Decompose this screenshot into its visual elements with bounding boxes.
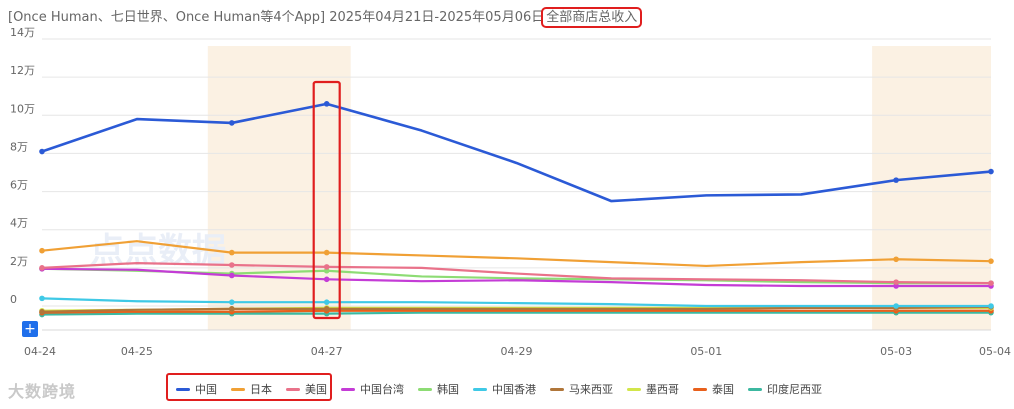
legend-swatch: [341, 387, 355, 391]
legend: 中国 日本 美国 中国台湾 韩国 中国香港 马来西亚 墨西哥 泰国 印度尼西亚: [176, 381, 822, 397]
legend-swatch: [550, 387, 564, 391]
legend-item[interactable]: 美国: [286, 381, 327, 397]
legend-label: 中国香港: [492, 383, 536, 396]
data-point: [988, 303, 994, 309]
x-tick-label: 05-04: [979, 345, 1011, 358]
legend-item[interactable]: 印度尼西亚: [748, 381, 822, 397]
series-line-中国台湾: [41, 267, 991, 288]
legend-label: 印度尼西亚: [767, 383, 822, 396]
highlight-box: [312, 80, 341, 320]
series-line-马来西亚: [41, 305, 992, 313]
data-point: [893, 177, 899, 183]
data-point: [229, 299, 235, 305]
y-tick-label: 10万: [10, 102, 35, 115]
legend-swatch: [627, 387, 641, 391]
legend-item[interactable]: 中国: [176, 381, 217, 397]
legend-swatch: [231, 387, 245, 391]
legend-label: 中国: [195, 383, 217, 396]
data-point: [323, 306, 330, 312]
data-point: [229, 249, 235, 256]
data-point: [893, 303, 899, 309]
data-point: [229, 120, 235, 126]
data-point: [988, 168, 994, 175]
y-tick-label: 4万: [10, 217, 28, 230]
y-tick-label: 12万: [10, 64, 35, 77]
legend-item[interactable]: 马来西亚: [550, 381, 613, 397]
legend-label: 泰国: [712, 383, 734, 396]
x-tick-label: 05-01: [690, 345, 722, 358]
legend-label: 韩国: [437, 383, 459, 396]
data-point: [323, 249, 330, 256]
data-point: [229, 306, 235, 312]
series-line-美国: [41, 261, 992, 285]
chart-title-prefix: [Once Human、七日世界、Once Human等4个App] 2025年…: [8, 10, 545, 25]
shaded-band-0: [207, 46, 351, 330]
data-point: [323, 276, 330, 283]
legend-label: 墨西哥: [646, 383, 679, 396]
x-tick-label: 05-03: [880, 345, 912, 358]
data-point: [39, 295, 45, 302]
data-point: [323, 264, 330, 270]
y-tick-label: 0: [10, 293, 17, 306]
y-tick-label: 8万: [10, 140, 28, 153]
chart-title: [Once Human、七日世界、Once Human等4个App] 2025年…: [8, 6, 643, 28]
legend-item[interactable]: 中国台湾: [341, 381, 404, 397]
legend-item[interactable]: 韩国: [418, 381, 459, 397]
y-tick-label: 6万: [10, 179, 28, 192]
chart-title-highlight: 全部商店总收入: [541, 7, 643, 28]
series-line-泰国: [41, 309, 991, 314]
add-button[interactable]: +: [22, 321, 38, 337]
x-tick-label: 04-25: [121, 345, 153, 358]
legend-swatch: [748, 387, 762, 391]
data-point: [323, 101, 330, 107]
data-point: [39, 308, 45, 315]
data-point: [39, 148, 45, 155]
y-tick-label: 2万: [10, 255, 28, 268]
data-point: [893, 256, 899, 263]
x-tick-label: 04-29: [501, 345, 533, 358]
legend-label: 美国: [305, 383, 327, 396]
legend-item[interactable]: 泰国: [693, 381, 734, 397]
data-point: [39, 265, 45, 271]
data-point: [229, 262, 235, 268]
legend-item[interactable]: 中国香港: [473, 381, 536, 397]
data-point: [323, 299, 330, 305]
series-line-中国: [41, 102, 992, 203]
x-tick-label: 04-24: [24, 345, 56, 358]
data-point: [893, 279, 899, 285]
y-tick-label: 14万: [10, 26, 35, 39]
shaded-band-1: [872, 46, 991, 330]
series-line-印度尼西亚: [41, 311, 991, 316]
legend-swatch: [693, 387, 707, 391]
series-line-日本: [41, 240, 992, 268]
legend-item[interactable]: 墨西哥: [627, 381, 679, 397]
legend-label: 马来西亚: [569, 383, 613, 396]
legend-swatch: [176, 387, 190, 391]
legend-swatch: [418, 387, 432, 391]
data-point: [988, 280, 994, 286]
data-point: [988, 258, 994, 264]
x-tick-label: 04-27: [311, 345, 343, 358]
legend-item[interactable]: 日本: [231, 381, 272, 397]
legend-label: 中国台湾: [360, 383, 404, 396]
legend-highlight-box: [166, 373, 332, 401]
series-line-中国香港: [41, 297, 991, 308]
watermark-logo: 大数跨境: [8, 382, 77, 401]
data-point: [229, 272, 235, 279]
data-point: [39, 247, 45, 254]
legend-swatch: [473, 387, 487, 391]
legend-swatch: [286, 387, 300, 391]
legend-label: 日本: [250, 383, 272, 396]
